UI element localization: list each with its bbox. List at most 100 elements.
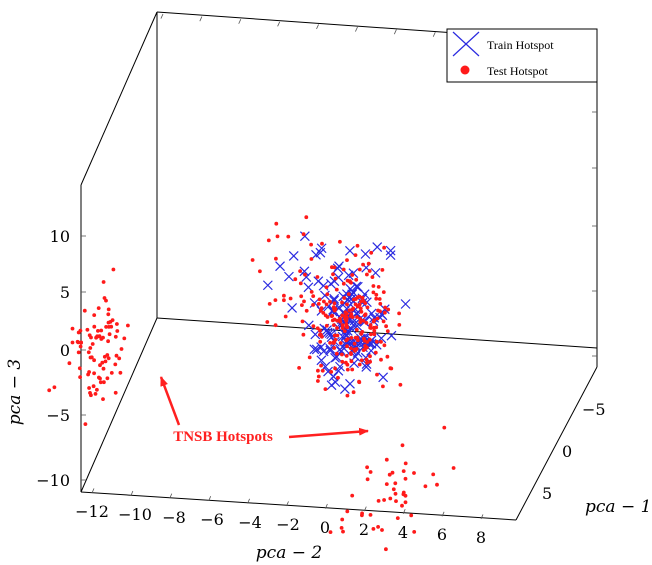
z-tick-label: −5 bbox=[46, 406, 70, 425]
test-hotspot-point bbox=[333, 337, 338, 342]
test-hotspot-point bbox=[345, 258, 349, 262]
test-hotspot-point bbox=[117, 356, 122, 361]
test-hotspot-point bbox=[381, 319, 386, 324]
test-hotspot-point bbox=[345, 325, 350, 330]
tick-mark bbox=[91, 488, 95, 494]
test-hotspot-point bbox=[332, 307, 336, 312]
test-hotspot-point bbox=[324, 302, 329, 307]
test-hotspot-point bbox=[275, 234, 280, 239]
test-hotspot-point bbox=[382, 245, 386, 250]
test-hotspot-point bbox=[309, 257, 314, 261]
test-hotspot-point bbox=[386, 307, 391, 312]
test-hotspot-point bbox=[299, 294, 304, 299]
test-hotspot-point bbox=[333, 366, 337, 371]
test-hotspot-point bbox=[412, 530, 417, 534]
test-hotspot-point bbox=[67, 361, 72, 366]
x-tick-labels: −5 0 5 bbox=[542, 400, 606, 503]
train-hotspot-point bbox=[319, 290, 330, 301]
test-hotspot-point bbox=[379, 340, 383, 344]
test-hotspot-point bbox=[83, 422, 88, 426]
test-hotspot-point bbox=[101, 397, 105, 401]
test-hotspot-point bbox=[302, 299, 306, 304]
test-hotspot-point bbox=[298, 269, 302, 273]
tick-mark bbox=[363, 506, 367, 512]
test-hotspot-point bbox=[92, 371, 96, 376]
y-tick-label: 0 bbox=[320, 518, 330, 537]
test-hotspot-point bbox=[371, 284, 376, 288]
test-hotspot-point bbox=[354, 277, 359, 282]
test-hotspot-point bbox=[374, 325, 379, 330]
test-hotspot-point bbox=[369, 326, 373, 330]
y-tick-label: −4 bbox=[238, 513, 262, 532]
test-hotspot-point bbox=[79, 340, 83, 345]
test-hotspot-point bbox=[387, 472, 392, 477]
test-hotspot-point bbox=[357, 362, 362, 367]
train-hotspot-point bbox=[299, 266, 310, 277]
test-hotspot-point bbox=[367, 337, 372, 342]
train-hotspot-point bbox=[309, 344, 320, 355]
test-hotspot-point bbox=[78, 375, 82, 379]
test-hotspot-point bbox=[85, 327, 90, 332]
test-hotspot-point bbox=[316, 374, 321, 379]
test-hotspot-point bbox=[106, 307, 111, 312]
train-hotspot-point bbox=[284, 271, 294, 282]
test-hotspot-point bbox=[403, 476, 408, 481]
test-hotspot-point bbox=[360, 330, 365, 334]
test-hotspot-point bbox=[350, 367, 355, 372]
z-axis-label: pca − 3 bbox=[5, 359, 25, 425]
test-hotspot-point bbox=[345, 344, 349, 349]
test-hotspot-point bbox=[348, 346, 353, 351]
test-hotspot-point bbox=[349, 351, 353, 355]
test-hotspot-point bbox=[91, 384, 96, 389]
test-hotspot-point bbox=[398, 382, 403, 387]
test-hotspot-point bbox=[99, 337, 104, 341]
test-hotspot-point bbox=[316, 302, 321, 306]
tick-mark bbox=[402, 509, 406, 514]
test-hotspot-point bbox=[52, 385, 57, 390]
test-hotspot-point bbox=[282, 293, 286, 298]
test-hotspot-point bbox=[354, 327, 359, 332]
test-hotspot-point bbox=[282, 298, 286, 303]
test-hotspot-point bbox=[317, 297, 322, 302]
test-hotspot-point bbox=[393, 481, 398, 486]
test-hotspot-point bbox=[324, 285, 329, 290]
test-hotspot-point bbox=[78, 328, 83, 333]
test-hotspot-point bbox=[376, 285, 381, 289]
test-hotspot-point bbox=[113, 334, 118, 339]
tick-mark bbox=[238, 19, 242, 24]
test-hotspot-point bbox=[442, 425, 447, 430]
train-hotspot-point bbox=[348, 268, 359, 279]
test-hotspot-point bbox=[303, 272, 307, 277]
test-hotspot-point bbox=[369, 332, 373, 337]
test-hotspot-point bbox=[369, 250, 374, 255]
train-hotspot-point bbox=[345, 245, 355, 256]
tick-mark bbox=[208, 496, 212, 501]
test-hotspot-point bbox=[368, 470, 373, 474]
tick-mark bbox=[316, 24, 319, 30]
x-tick-label: 5 bbox=[542, 484, 552, 503]
tick-mark bbox=[169, 493, 173, 499]
test-hotspot-point bbox=[363, 347, 367, 352]
test-hotspot-point bbox=[374, 292, 379, 297]
train-hotspot-point bbox=[329, 295, 339, 306]
test-hotspot-point bbox=[70, 340, 75, 345]
test-hotspot-point bbox=[348, 279, 352, 284]
test-hotspot-point bbox=[267, 302, 272, 306]
test-hotspot-point bbox=[379, 357, 383, 362]
test-hotspot-point bbox=[385, 329, 390, 333]
test-hotspot-point bbox=[332, 346, 337, 350]
test-hotspot-point bbox=[384, 457, 389, 462]
test-hotspot-point bbox=[400, 503, 404, 508]
z-tick-labels: −10 −5 0 5 10 bbox=[36, 227, 70, 490]
test-hotspot-point bbox=[325, 315, 330, 319]
test-hotspot-point bbox=[47, 388, 52, 393]
train-hotspot-point bbox=[311, 344, 322, 355]
test-hotspot-point bbox=[349, 336, 354, 340]
test-hotspot-point bbox=[343, 316, 347, 321]
y-tick-label: 6 bbox=[437, 525, 447, 544]
test-hotspot-point bbox=[320, 334, 324, 339]
test-hotspot-point bbox=[376, 525, 380, 529]
test-hotspot-point bbox=[375, 372, 379, 377]
test-hotspot-point bbox=[361, 318, 366, 323]
